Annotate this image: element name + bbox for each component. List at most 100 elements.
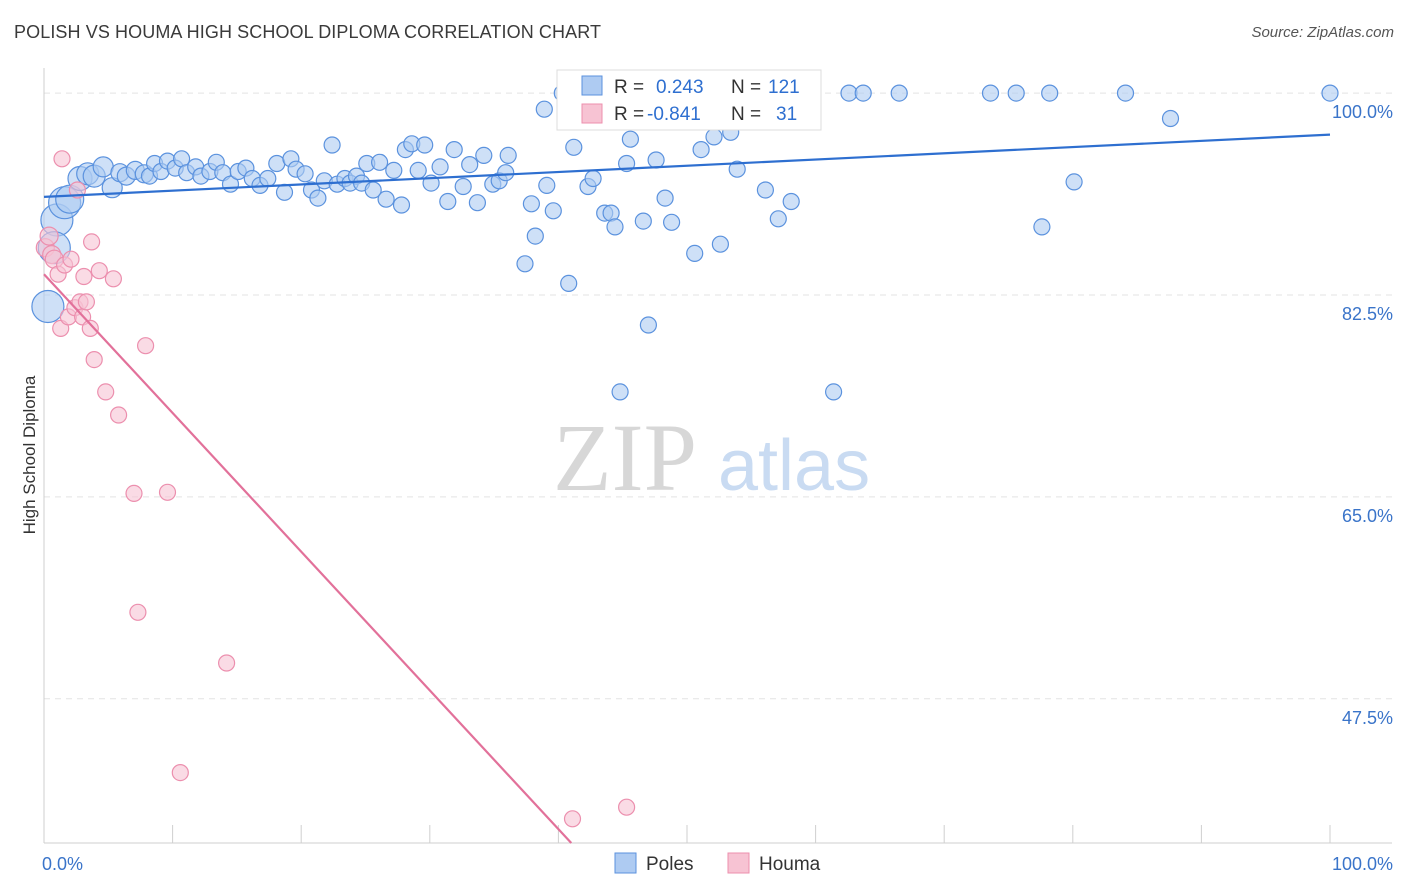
houma-point <box>39 226 59 246</box>
correlation-legend: R = 0.243 N = 121 R = -0.841 N = 31 <box>556 69 822 131</box>
poles-point <box>621 130 640 148</box>
poles-point <box>565 138 583 156</box>
watermark: ZIP atlas <box>553 404 870 511</box>
poles-point <box>31 289 65 324</box>
poles-point <box>439 192 457 211</box>
legend-poles-r-value: 0.243 <box>656 77 704 98</box>
poles-point <box>475 146 493 164</box>
poles-point <box>1116 84 1135 102</box>
watermark-atlas: atlas <box>718 426 870 506</box>
watermark-zip: ZIP <box>553 404 697 511</box>
legend-poles-swatch <box>581 75 603 96</box>
poles-point <box>1321 84 1339 102</box>
houma-point <box>109 406 128 424</box>
y-tick-label: 47.5% <box>1342 708 1393 728</box>
legend-houma-swatch <box>581 103 603 124</box>
poles-point <box>416 136 434 154</box>
y-tick-label: 100.0% <box>1332 102 1393 122</box>
chart-title: POLISH VS HOUMA HIGH SCHOOL DIPLOMA CORR… <box>14 22 602 42</box>
poles-point <box>1007 84 1025 102</box>
poles-point <box>544 202 562 220</box>
poles-point <box>634 212 652 230</box>
houma-point <box>82 233 101 251</box>
bottom-legend-poles-swatch <box>614 852 637 874</box>
bottom-legend-poles-label: Poles <box>646 854 694 875</box>
poles-point <box>782 192 800 211</box>
data-points <box>31 84 1339 828</box>
poles-point <box>606 218 624 236</box>
legend-houma-n-label: N = <box>731 104 761 125</box>
poles-point <box>392 196 411 214</box>
poles-point <box>705 128 723 146</box>
poles-point <box>611 383 629 401</box>
houma-point <box>563 810 582 828</box>
poles-point <box>92 156 114 178</box>
bottom-legend-houma-label: Houma <box>759 854 821 875</box>
poles-point <box>692 141 710 159</box>
poles-point <box>468 194 486 212</box>
legend-houma-r-label: R = <box>614 104 644 125</box>
poles-point <box>647 151 665 169</box>
poles-point <box>275 183 294 201</box>
houma-trend-line <box>43 273 573 844</box>
houma-point <box>104 270 123 288</box>
houma-point <box>53 150 71 168</box>
poles-point <box>522 195 541 213</box>
poles-point <box>756 181 775 199</box>
poles-point <box>1033 218 1051 236</box>
poles-point <box>639 316 658 334</box>
houma-point <box>62 250 80 268</box>
poles-point <box>259 169 277 188</box>
x-tick-label-min: 0.0% <box>42 854 83 874</box>
poles-point <box>409 161 427 179</box>
y-tick-label: 82.5% <box>1342 304 1393 324</box>
poles-point <box>1041 84 1059 102</box>
poles-point <box>1065 173 1083 191</box>
poles-point <box>824 383 843 401</box>
houma-point <box>81 319 99 337</box>
x-tick-label-max: 100.0% <box>1332 854 1393 874</box>
poles-point <box>461 156 479 174</box>
houma-point <box>125 484 143 502</box>
legend-poles-n-value: 121 <box>768 77 800 98</box>
poles-point <box>535 100 553 118</box>
poles-point <box>840 84 858 102</box>
series-legend: Poles Houma <box>614 852 821 875</box>
poles-point <box>728 160 746 178</box>
poles-point <box>377 190 395 208</box>
poles-point <box>769 210 787 228</box>
poles-point <box>526 227 544 245</box>
houma-point <box>85 351 103 369</box>
poles-point <box>538 176 556 194</box>
legend-poles-n-label: N = <box>731 77 761 98</box>
poles-point <box>499 146 517 164</box>
poles-point <box>662 213 681 231</box>
bottom-legend-houma-swatch <box>727 852 750 874</box>
source-label: Source: ZipAtlas.com <box>1251 24 1394 41</box>
poles-point <box>584 169 602 188</box>
poles-point <box>309 189 327 207</box>
y-tick-label: 65.0% <box>1342 506 1393 526</box>
legend-poles-r-label: R = <box>614 77 644 98</box>
houma-point <box>617 798 636 816</box>
houma-point <box>90 262 108 280</box>
trend-lines <box>43 133 1331 844</box>
poles-point <box>497 164 515 182</box>
poles-point <box>854 84 872 102</box>
poles-point <box>560 274 578 292</box>
poles-point <box>385 161 403 179</box>
poles-point <box>371 153 389 171</box>
poles-point <box>686 244 704 262</box>
houma-point <box>77 293 96 311</box>
poles-point <box>516 255 534 273</box>
poles-point <box>445 141 463 159</box>
poles-trend-line <box>43 133 1331 199</box>
poles-point <box>323 136 341 154</box>
houma-point <box>137 337 155 355</box>
poles-point <box>296 165 314 183</box>
legend-houma-n-value: 31 <box>776 104 797 125</box>
poles-point <box>656 189 674 207</box>
tick-labels: 100.0% 82.5% 65.0% 47.5% 0.0% 100.0% <box>42 102 1393 874</box>
houma-point <box>97 383 115 401</box>
poles-point <box>711 235 730 253</box>
